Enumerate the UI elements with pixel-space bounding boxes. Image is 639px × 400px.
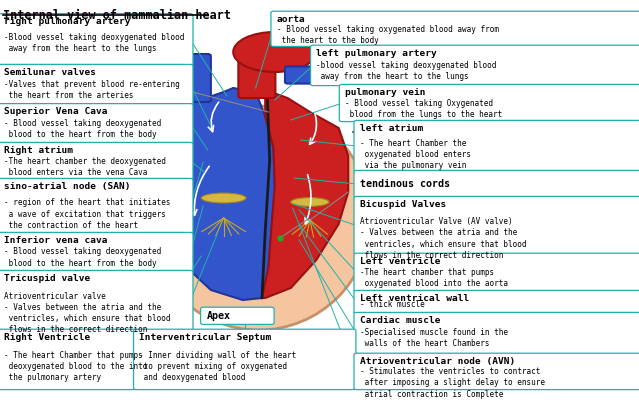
FancyBboxPatch shape [238, 46, 275, 98]
FancyBboxPatch shape [339, 84, 639, 122]
Ellipse shape [353, 92, 382, 116]
Text: Left ventricle: Left ventricle [360, 257, 440, 266]
FancyBboxPatch shape [354, 290, 639, 314]
Text: aorta: aorta [277, 15, 305, 24]
Text: - Blood vessel taking deoxygenated
 blood to the heart from the body: - Blood vessel taking deoxygenated blood… [4, 247, 161, 268]
Text: Apex: Apex [206, 311, 231, 321]
FancyBboxPatch shape [128, 204, 158, 244]
FancyBboxPatch shape [0, 142, 193, 180]
FancyBboxPatch shape [0, 64, 193, 105]
Text: - Inner dividing wall of the heart
 to prevent mixing of oxygenated
 and deoxyge: - Inner dividing wall of the heart to pr… [139, 351, 296, 382]
FancyBboxPatch shape [354, 312, 639, 354]
Text: -blood vessel taking deoxygenated blood
 away from the heart to the lungs: -blood vessel taking deoxygenated blood … [316, 60, 497, 81]
Text: Right atrium: Right atrium [4, 146, 73, 155]
Text: sino-atrial node (SAN): sino-atrial node (SAN) [4, 182, 130, 191]
Text: pulmonary vein: pulmonary vein [345, 88, 426, 97]
Text: right pulmonary artery: right pulmonary artery [4, 17, 130, 26]
Text: - Blood vessel taking deoxygenated
 blood to the heart from the body: - Blood vessel taking deoxygenated blood… [4, 119, 161, 139]
Text: Atrioventricular node (AVN): Atrioventricular node (AVN) [360, 357, 515, 366]
Text: - The heart Chamber that pumps
 deoxygenated blood to the into
 the pulmonary ar: - The heart Chamber that pumps deoxygena… [4, 351, 147, 382]
FancyBboxPatch shape [271, 11, 639, 46]
FancyBboxPatch shape [179, 54, 211, 102]
Ellipse shape [233, 32, 316, 72]
Text: - thick muscle: - thick muscle [360, 300, 424, 309]
FancyBboxPatch shape [311, 45, 639, 86]
Text: - Blood vessel taking Oxygenated
 blood from the lungs to the heart: - Blood vessel taking Oxygenated blood f… [345, 99, 502, 119]
Text: Bicuspid Valves: Bicuspid Valves [360, 200, 446, 209]
FancyBboxPatch shape [0, 104, 193, 144]
Text: - Stimulates the ventricles to contract
 after imposing a slight delay to ensure: - Stimulates the ventricles to contract … [360, 367, 545, 398]
FancyBboxPatch shape [354, 253, 639, 292]
Text: Right Ventricle: Right Ventricle [4, 333, 90, 342]
Ellipse shape [201, 193, 246, 203]
FancyBboxPatch shape [354, 353, 639, 390]
Ellipse shape [147, 106, 371, 330]
Text: Cardiac muscle: Cardiac muscle [360, 316, 440, 325]
FancyBboxPatch shape [201, 307, 274, 324]
Text: tendinous cords: tendinous cords [360, 179, 450, 189]
Text: -The heart chamber that pumps
 oxygenated blood into the aorta: -The heart chamber that pumps oxygenated… [360, 268, 508, 288]
FancyBboxPatch shape [134, 329, 356, 390]
FancyBboxPatch shape [285, 66, 338, 84]
Text: Left ventrical wall: Left ventrical wall [360, 294, 469, 303]
FancyBboxPatch shape [354, 170, 639, 198]
FancyBboxPatch shape [157, 54, 195, 102]
Text: -Blood vessel taking deoxygenated blood
 away from the heart to the lungs: -Blood vessel taking deoxygenated blood … [4, 33, 184, 53]
Polygon shape [147, 88, 275, 300]
FancyBboxPatch shape [0, 178, 193, 234]
Text: Internal view of mammalian heart: Internal view of mammalian heart [3, 9, 231, 22]
FancyBboxPatch shape [0, 329, 137, 390]
FancyBboxPatch shape [0, 14, 193, 66]
FancyBboxPatch shape [354, 120, 639, 172]
Text: -Valves that prevent blood re-entering
 the heart from the arteries: -Valves that prevent blood re-entering t… [4, 80, 180, 100]
FancyBboxPatch shape [0, 270, 193, 330]
Text: left atrium: left atrium [360, 124, 423, 133]
Text: Atrioventricular valve
- Valves between the atria and the
 ventricles, which ens: Atrioventricular valve - Valves between … [4, 292, 171, 334]
Text: - The heart Chamber the
 oxygenated blood enters
 via the pulmonary vein: - The heart Chamber the oxygenated blood… [360, 139, 471, 170]
Ellipse shape [291, 198, 329, 206]
Text: Inferior vena cava: Inferior vena cava [4, 236, 107, 245]
FancyBboxPatch shape [354, 196, 639, 254]
FancyBboxPatch shape [0, 232, 193, 272]
Ellipse shape [355, 124, 380, 144]
Text: Interventricular Septum: Interventricular Septum [139, 333, 272, 342]
Polygon shape [262, 90, 348, 298]
FancyBboxPatch shape [99, 71, 166, 90]
Text: Atrioventricular Valve (AV valve)
- Valves between the atria and the
 ventricles: Atrioventricular Valve (AV valve) - Valv… [360, 217, 527, 260]
Text: - Blood vessel taking oxygenated blood away from
 the heart to the body: - Blood vessel taking oxygenated blood a… [277, 25, 498, 45]
Text: Semilunar valves: Semilunar valves [4, 68, 96, 77]
Text: - region of the heart that initiates
 a wave of excitation that triggers
 the co: - region of the heart that initiates a w… [4, 198, 171, 230]
Text: -The heart chamber the deoxygenated
 blood enters via the vena Cava: -The heart chamber the deoxygenated bloo… [4, 157, 166, 177]
Text: -Specialised muscle found in the
 walls of the heart Chambers: -Specialised muscle found in the walls o… [360, 328, 508, 348]
Text: Tricuspid valve: Tricuspid valve [4, 274, 90, 283]
Text: Superior Vena Cava: Superior Vena Cava [4, 107, 107, 116]
Text: left pulmonary artery: left pulmonary artery [316, 49, 437, 58]
